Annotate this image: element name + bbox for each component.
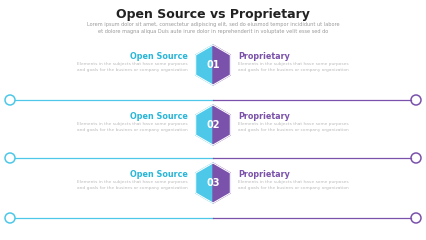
Polygon shape — [196, 163, 213, 203]
Text: 02: 02 — [206, 120, 220, 130]
Text: Proprietary: Proprietary — [238, 52, 290, 61]
Text: Proprietary: Proprietary — [238, 170, 290, 179]
Text: Elements in the subjects that have some purposes
and goals for the busines or co: Elements in the subjects that have some … — [77, 62, 188, 72]
Text: Elements in the subjects that have some purposes
and goals for the busines or co: Elements in the subjects that have some … — [238, 62, 349, 72]
Text: Proprietary: Proprietary — [238, 112, 290, 121]
Polygon shape — [213, 105, 230, 145]
Text: Open Source: Open Source — [130, 52, 188, 61]
Polygon shape — [196, 105, 213, 145]
Text: 03: 03 — [206, 178, 220, 188]
Text: Elements in the subjects that have some purposes
and goals for the busines or co: Elements in the subjects that have some … — [77, 180, 188, 190]
Text: Elements in the subjects that have some purposes
and goals for the busines or co: Elements in the subjects that have some … — [77, 122, 188, 132]
Text: Elements in the subjects that have some purposes
and goals for the busines or co: Elements in the subjects that have some … — [238, 180, 349, 190]
Text: 01: 01 — [206, 60, 220, 70]
Polygon shape — [196, 45, 213, 85]
Polygon shape — [213, 45, 230, 85]
Text: Lorem ipsum dolor sit amet, consectetur adipiscing elit, sed do eiusmod tempor i: Lorem ipsum dolor sit amet, consectetur … — [86, 22, 340, 34]
Text: Open Source: Open Source — [130, 112, 188, 121]
Text: Elements in the subjects that have some purposes
and goals for the busines or co: Elements in the subjects that have some … — [238, 122, 349, 132]
Text: Open Source vs Proprietary: Open Source vs Proprietary — [116, 8, 310, 21]
Text: Open Source: Open Source — [130, 170, 188, 179]
Polygon shape — [213, 163, 230, 203]
